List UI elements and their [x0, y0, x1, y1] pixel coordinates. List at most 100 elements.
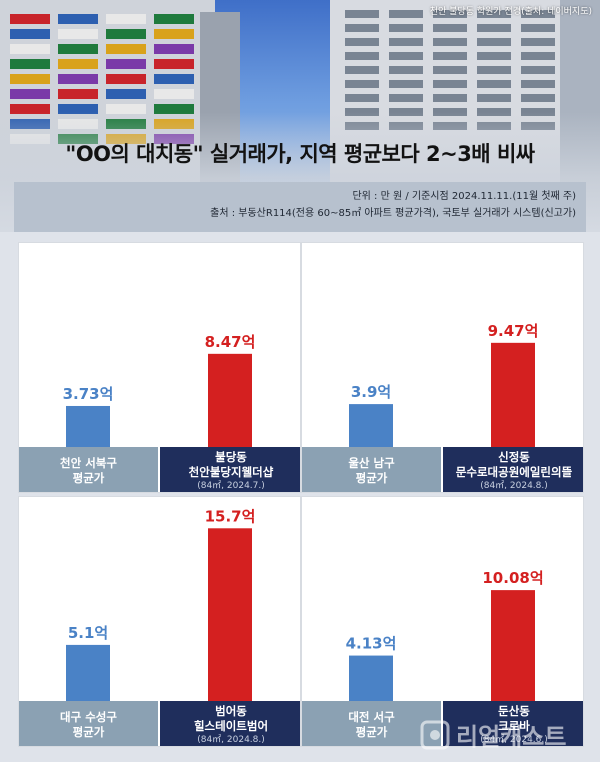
- facade-window: [389, 66, 423, 74]
- facade-sign: [154, 14, 194, 24]
- average-label-line: 대전 서구: [348, 709, 395, 724]
- facade-window: [433, 38, 467, 46]
- facade-window: [521, 52, 555, 60]
- facade-window: [433, 24, 467, 32]
- facade-window: [389, 10, 423, 18]
- apartment-label-line: 불당동: [215, 449, 247, 464]
- facade-window: [389, 52, 423, 60]
- facade-window: [477, 38, 511, 46]
- facade-sign: [58, 74, 98, 84]
- apartment-label-line: 크로바: [498, 718, 530, 733]
- data-label: 3.9억: [351, 383, 391, 401]
- bar-average: [349, 404, 393, 447]
- facade-window: [345, 52, 379, 60]
- bar-average: [66, 644, 110, 701]
- facade-window: [389, 94, 423, 102]
- facade-window: [433, 80, 467, 88]
- data-label: 5.1억: [68, 624, 108, 642]
- facade-window: [345, 66, 379, 74]
- facade-window: [345, 80, 379, 88]
- bar-chart: 4.13억 10.08억: [346, 569, 544, 701]
- unit-note: 단위 : 만 원 / 기준시점 2024.11.11.(11월 첫째 주): [352, 191, 576, 202]
- facade-sign: [10, 29, 50, 39]
- apartment-label-line: 힐스테이트범어: [193, 718, 269, 733]
- apartment-label-line: 천안불당지웰더샵: [188, 464, 274, 479]
- apartment-label-note: (84㎡, 2024.8.): [197, 734, 265, 745]
- data-label: 10.08억: [482, 569, 543, 587]
- data-label: 9.47억: [488, 322, 539, 340]
- facade-window: [477, 80, 511, 88]
- facade-window: [345, 24, 379, 32]
- category-label-average: 천안 서북구 평균가: [19, 447, 158, 492]
- facade-window: [433, 52, 467, 60]
- bar-chart: 3.9억 9.47억: [349, 322, 539, 447]
- apartment-label-note: (84㎡, 2024.6.): [480, 734, 548, 745]
- photo-credit: 천안 불당동 학원가 전경(출처: 네이버지도): [429, 7, 592, 17]
- facade-window: [345, 94, 379, 102]
- bar-chart: 3.73억 8.47억: [63, 333, 255, 447]
- facade-window: [477, 52, 511, 60]
- category-label-average: 대전 서구 평균가: [302, 701, 441, 746]
- category-label-apartment: 둔산동 크로바 (84㎡, 2024.6.): [443, 701, 583, 746]
- bar-chart: 5.1억 15.7억: [66, 507, 256, 701]
- facade-sign: [58, 14, 98, 24]
- bar-average: [349, 655, 393, 701]
- facade-sign: [106, 14, 146, 24]
- data-label: 3.73억: [63, 385, 114, 403]
- facade-sign: [10, 44, 50, 54]
- facade-window: [433, 66, 467, 74]
- facade-window: [521, 24, 555, 32]
- facade-sign: [58, 89, 98, 99]
- bar-apartment: [491, 590, 535, 701]
- facade-sign: [58, 29, 98, 39]
- apartment-label-line: 둔산동: [498, 703, 530, 718]
- data-label: 15.7억: [205, 507, 256, 525]
- facade-window: [345, 38, 379, 46]
- bar-apartment: [208, 528, 252, 701]
- average-label-line: 평균가: [355, 724, 388, 739]
- facade-window: [521, 10, 555, 18]
- facade-window: [521, 66, 555, 74]
- facade-sign: [58, 59, 98, 69]
- watermark-text: 리얼캐스트: [456, 723, 566, 751]
- apartment-label-line: 범어동: [215, 703, 247, 718]
- facade-sign: [154, 104, 194, 114]
- facade-window: [389, 24, 423, 32]
- facade-sign: [58, 44, 98, 54]
- facade-window: [477, 24, 511, 32]
- facade-window: [433, 94, 467, 102]
- category-label-apartment: 신정동 문수로대공원에일린의뜰 (84㎡, 2024.8.): [443, 447, 583, 492]
- chart-panel-cheonan: 3.73억 8.47억 천안 서북구 평균가 불당동 천안불당지웰더샵 (84㎡, 2024…: [18, 242, 301, 493]
- source-note: 출처 : 부동산R114(전용 60~85㎡ 아파트 평균가격), 국토부 실거…: [210, 208, 576, 219]
- average-label-line: 울산 남구: [348, 455, 395, 470]
- category-label-apartment: 불당동 천안불당지웰더샵 (84㎡, 2024.7.): [160, 447, 300, 492]
- facade-sign: [106, 59, 146, 69]
- average-label-line: 대구 수성구: [60, 709, 117, 724]
- facade-sign: [106, 89, 146, 99]
- facade-sign: [154, 89, 194, 99]
- facade-sign: [154, 59, 194, 69]
- watermark-logo: 리얼캐스트: [420, 716, 590, 756]
- facade-sign: [106, 44, 146, 54]
- average-label-line: 평균가: [72, 724, 105, 739]
- bar-apartment: [208, 353, 252, 447]
- facade-sign: [10, 89, 50, 99]
- apartment-label-line: 문수로대공원에일린의뜰: [455, 464, 573, 479]
- category-label-average: 대구 수성구 평균가: [19, 701, 158, 746]
- facade-window: [477, 66, 511, 74]
- chart-panel-daejeon: 4.13억 10.08억 대전 서구 평균가 둔산동 크로바 (84㎡, 2024.6.): [301, 496, 584, 747]
- facade-sign: [10, 74, 50, 84]
- data-label: 4.13억: [346, 635, 397, 653]
- chart-grid: 3.73억 8.47억 천안 서북구 평균가 불당동 천안불당지웰더샵 (84㎡, 2024…: [18, 242, 584, 747]
- category-label-apartment: 범어동 힐스테이트범어 (84㎡, 2024.8.): [160, 701, 300, 746]
- facade-window: [433, 10, 467, 18]
- facade-window: [477, 94, 511, 102]
- average-label-line: 평균가: [72, 470, 105, 485]
- facade-sign: [10, 104, 50, 114]
- facade-window: [477, 10, 511, 18]
- bar-apartment: [491, 342, 535, 447]
- chart-panel-daegu: 5.1억 15.7억 대구 수성구 평균가 범어동 힐스테이트범어 (84㎡, 2024.8…: [18, 496, 301, 747]
- facade-sign: [106, 104, 146, 114]
- average-label-line: 평균가: [355, 470, 388, 485]
